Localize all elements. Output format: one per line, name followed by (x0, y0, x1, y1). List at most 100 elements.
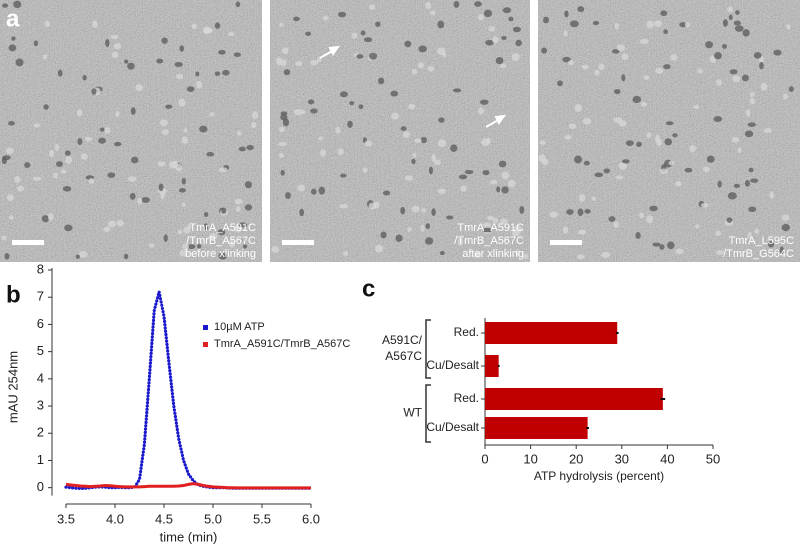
particle (179, 45, 185, 52)
particle (665, 121, 674, 126)
particle (748, 167, 754, 173)
particle (578, 229, 587, 235)
x-tick-label: 20 (569, 451, 583, 466)
particle (749, 92, 755, 97)
particle (293, 16, 300, 22)
particle (523, 253, 529, 260)
particle (124, 59, 129, 64)
particle (453, 0, 460, 8)
particle (343, 250, 349, 257)
particle (729, 69, 738, 75)
particle (62, 186, 72, 192)
particle (337, 148, 344, 156)
particle (437, 20, 445, 29)
particle (429, 10, 436, 16)
particle (65, 156, 73, 164)
particle (726, 217, 733, 223)
particle (577, 208, 584, 216)
particle (734, 25, 744, 32)
particle (717, 180, 722, 188)
particle (614, 22, 620, 30)
particle (2, 3, 9, 8)
particle (236, 130, 242, 136)
particle (582, 117, 592, 125)
particle (107, 220, 116, 228)
particle (222, 69, 230, 76)
particle (196, 243, 202, 249)
particle (404, 40, 412, 48)
particle (727, 192, 737, 200)
particle (742, 29, 750, 37)
particle (420, 136, 427, 144)
particle (175, 73, 184, 80)
particle (2, 155, 11, 161)
particle (689, 144, 696, 153)
particle (507, 179, 516, 188)
particle (438, 117, 445, 123)
particle (594, 172, 604, 178)
particle (543, 16, 549, 24)
particle (135, 84, 144, 92)
particle (773, 49, 782, 56)
particle (632, 95, 642, 104)
particle (251, 111, 259, 120)
particle (234, 198, 243, 205)
particle (670, 54, 678, 61)
x-tick-label: 6.0 (302, 511, 320, 526)
particle (221, 207, 227, 214)
particle (477, 14, 484, 21)
particle (501, 171, 510, 180)
particle (492, 217, 499, 224)
particle (583, 160, 590, 166)
particle (111, 51, 119, 58)
particle (450, 144, 458, 153)
particle (489, 179, 498, 185)
particle (242, 244, 248, 249)
particle (763, 128, 772, 134)
particle (495, 56, 504, 65)
particle (369, 52, 378, 60)
panel-label: c (362, 275, 375, 302)
particle (425, 223, 431, 229)
particle (431, 154, 436, 162)
particle (781, 214, 790, 222)
particle (748, 206, 757, 213)
particle (562, 226, 569, 234)
particle (300, 110, 306, 115)
particle (84, 136, 93, 142)
particle (293, 108, 303, 116)
particle (458, 174, 468, 180)
particle (574, 155, 583, 164)
particle (282, 118, 290, 127)
particle (98, 137, 106, 144)
particle (611, 49, 620, 54)
particle (60, 169, 67, 174)
particle (408, 103, 416, 110)
particle (541, 158, 549, 166)
particle (744, 130, 754, 138)
particle (515, 249, 520, 256)
particle (177, 229, 183, 235)
particle (760, 82, 768, 91)
particle (295, 61, 303, 67)
particle (577, 254, 585, 260)
particle (349, 101, 355, 106)
particle (8, 121, 15, 126)
particle (639, 212, 645, 219)
particle (618, 162, 628, 170)
particle (781, 223, 790, 232)
particle (411, 68, 418, 75)
particle (649, 205, 658, 212)
particle (199, 125, 208, 133)
particle (715, 230, 721, 237)
caption: TmrA_A591C (189, 222, 256, 234)
particle (204, 212, 209, 217)
particle (508, 16, 514, 22)
particle (412, 152, 417, 158)
bar (485, 417, 588, 439)
scale-bar (12, 240, 44, 245)
particle (105, 39, 110, 47)
particle (741, 74, 749, 82)
particle (305, 31, 312, 36)
